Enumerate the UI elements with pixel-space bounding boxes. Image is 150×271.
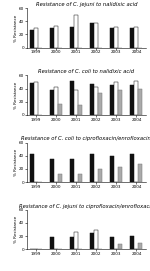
Bar: [110, 85, 114, 115]
Bar: [94, 87, 98, 115]
Bar: [74, 15, 78, 48]
Title: Resistance of C. coli to ciprofloxacin/enrofloxacin: Resistance of C. coli to ciprofloxacin/e…: [21, 137, 150, 141]
Bar: [134, 27, 138, 48]
Bar: [90, 23, 94, 48]
Bar: [30, 83, 34, 115]
Bar: [90, 154, 94, 182]
Bar: [98, 169, 102, 182]
Bar: [94, 22, 98, 48]
Bar: [74, 90, 78, 115]
Bar: [58, 174, 62, 182]
Bar: [138, 243, 142, 249]
Bar: [114, 27, 118, 48]
Bar: [74, 231, 78, 249]
Bar: [118, 90, 122, 115]
Bar: [78, 174, 82, 182]
Bar: [110, 237, 114, 249]
Bar: [34, 28, 38, 48]
Bar: [50, 28, 54, 48]
Bar: [70, 237, 74, 249]
Bar: [30, 154, 34, 182]
Bar: [130, 154, 134, 182]
Bar: [70, 27, 74, 48]
Bar: [58, 104, 62, 115]
Bar: [134, 80, 138, 115]
Bar: [138, 164, 142, 182]
Y-axis label: % Resistance: % Resistance: [14, 149, 18, 176]
Bar: [54, 86, 58, 115]
Title: Resistance of C. jejuni to nalidixic acid: Resistance of C. jejuni to nalidixic aci…: [36, 2, 137, 7]
Bar: [70, 159, 74, 182]
Bar: [110, 28, 114, 48]
Y-axis label: % Resistance: % Resistance: [14, 216, 18, 243]
Bar: [30, 30, 34, 48]
Title: Resistance of C. coli to nalidixic acid: Resistance of C. coli to nalidixic acid: [38, 69, 134, 74]
Bar: [50, 237, 54, 249]
Bar: [50, 159, 54, 182]
Bar: [50, 90, 54, 115]
Bar: [34, 82, 38, 115]
Title: Resistance of C. jejuni to ciprofloxacin/enrofloxacin: Resistance of C. jejuni to ciprofloxacin…: [19, 204, 150, 209]
Bar: [78, 105, 82, 115]
Bar: [98, 93, 102, 115]
Bar: [54, 26, 58, 48]
Y-axis label: % Resistance: % Resistance: [14, 82, 18, 109]
Bar: [130, 28, 134, 48]
Bar: [110, 156, 114, 182]
Bar: [70, 80, 74, 115]
Bar: [138, 89, 142, 115]
Bar: [90, 84, 94, 115]
Bar: [94, 230, 98, 249]
Bar: [90, 233, 94, 249]
Bar: [118, 244, 122, 249]
Bar: [130, 85, 134, 115]
Bar: [130, 236, 134, 249]
Bar: [118, 167, 122, 182]
Bar: [114, 82, 118, 115]
Y-axis label: % Resistance: % Resistance: [14, 14, 18, 41]
